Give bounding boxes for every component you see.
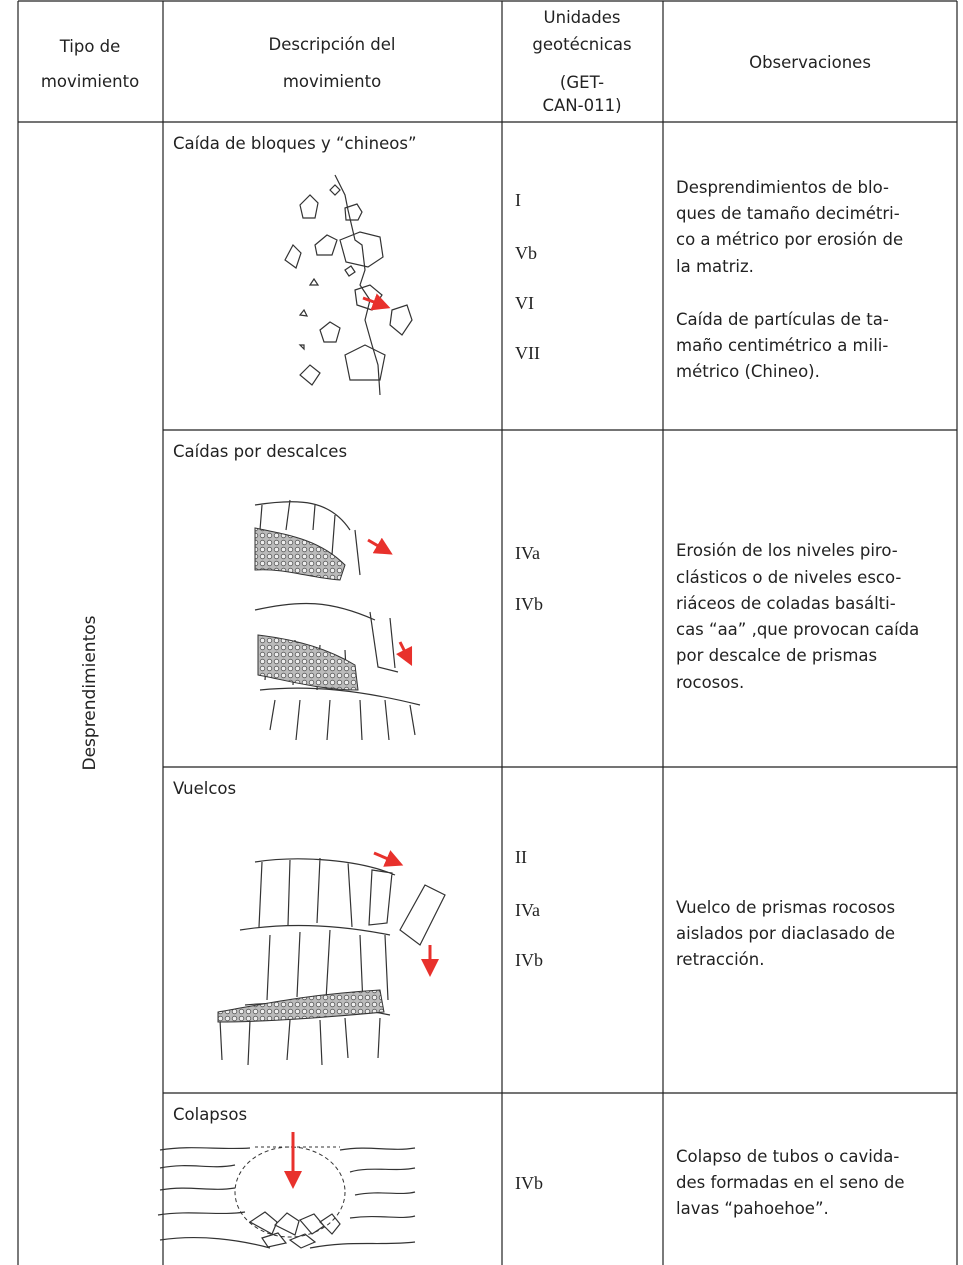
sketch-topple (217, 850, 446, 1066)
observation-line: métrico (Chineo). (676, 362, 820, 382)
unit-code: IVb (515, 594, 543, 614)
description-title: Vuelcos (173, 779, 237, 798)
observation-line: cas “aa” ,que provocan caída (676, 620, 920, 640)
table-borders (17, 0, 958, 1265)
header-text: Descripción del (268, 35, 396, 54)
header-text: geotécnicas (532, 35, 632, 54)
observation-line: aislados por diaclasado de (676, 924, 896, 943)
observation-line: riáceos de coladas basálti- (676, 593, 896, 613)
observation-line: maño centimétrico a mili- (676, 336, 889, 356)
observation-line: co a métrico por erosión de (676, 230, 904, 250)
sketch-rockfall (284, 174, 413, 396)
observation-line: Desprendimientos de blo- (676, 177, 889, 197)
description-title: Caídas por descalces (173, 442, 348, 461)
observation-line: la matriz. (676, 256, 754, 276)
unit-code: I (515, 190, 521, 210)
unit-code: Vb (515, 243, 537, 263)
group-label: Desprendimientos (80, 615, 100, 771)
observation-line: rocosos. (676, 672, 745, 692)
observation-line: Erosión de los niveles piro- (676, 541, 898, 561)
header-text: movimiento (40, 72, 140, 91)
observation-line: lavas “pahoehoe”. (676, 1199, 829, 1219)
unit-code: IVb (515, 1173, 543, 1193)
observation-line: des formadas en el seno de (676, 1173, 905, 1192)
description-title: Colapsos (173, 1105, 248, 1124)
unit-code: VI (515, 293, 534, 313)
header-text: Tipo de (59, 37, 121, 56)
header-text: CAN-011) (542, 96, 622, 115)
header-text: (GET- (559, 73, 605, 92)
sketch-undercut (254, 499, 421, 741)
header-text: Observaciones (749, 53, 871, 72)
unit-code: IVa (515, 543, 540, 563)
observation-line: Caída de partículas de ta- (676, 309, 889, 329)
unit-code: II (515, 847, 527, 867)
observation-line: Vuelco de prismas rocosos (676, 897, 896, 917)
observation-line: ques de tamaño decimétri- (676, 203, 900, 223)
header-text: Unidades (543, 8, 621, 27)
sketch-collapse (157, 1132, 416, 1249)
unit-code: IVa (515, 900, 540, 920)
observation-line: clásticos o de niveles esco- (676, 567, 902, 587)
observation-line: por descalce de prismas (676, 646, 878, 666)
header-text: movimiento (282, 72, 382, 91)
description-title: Caída de bloques y “chineos” (173, 134, 417, 153)
unit-code: IVb (515, 950, 543, 970)
observation-line: Colapso de tubos o cavida- (676, 1146, 900, 1166)
observation-line: retracción. (676, 950, 765, 970)
unit-code: VII (515, 343, 540, 363)
